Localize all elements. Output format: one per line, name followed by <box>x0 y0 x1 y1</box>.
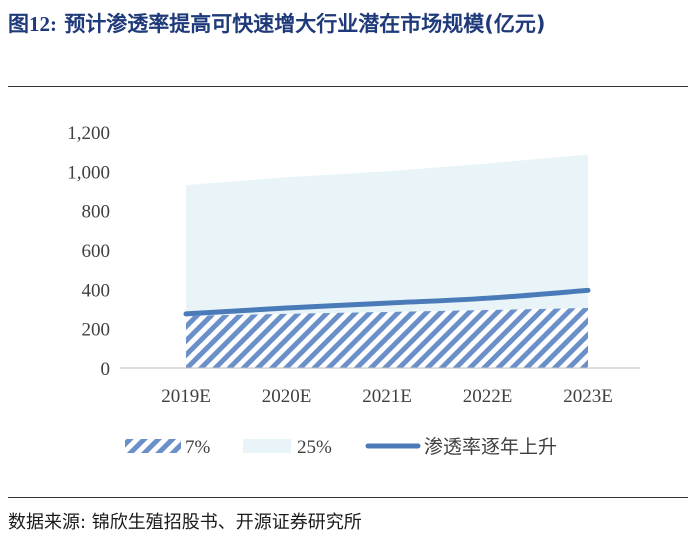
chart-title: 图12: 预计渗透率提高可快速增大行业潜在市场规模(亿元) <box>8 6 688 43</box>
legend-swatch-7 <box>125 439 181 453</box>
area-series-7 <box>186 308 588 368</box>
legend-label-25: 25% <box>297 437 332 458</box>
line-series-penetration <box>183 287 591 317</box>
legend-label-7: 7% <box>185 437 211 458</box>
x-tick-label: 2019E <box>161 386 211 407</box>
top-divider <box>8 86 688 87</box>
legend: 7% 25% 渗透率逐年上升 <box>125 436 557 458</box>
y-tick-label: 0 <box>101 359 111 380</box>
y-tick-label: 200 <box>82 320 111 341</box>
y-tick-label: 1,000 <box>67 162 110 183</box>
bottom-divider <box>8 497 688 498</box>
y-tick-label: 400 <box>82 280 111 301</box>
legend-swatch-25 <box>243 439 291 453</box>
x-tick-label: 2021E <box>362 386 412 407</box>
legend-label-line: 渗透率逐年上升 <box>424 436 557 458</box>
y-tick-label: 600 <box>82 241 111 262</box>
x-tick-label: 2020E <box>262 386 312 407</box>
x-tick-label: 2023E <box>563 386 613 407</box>
title-number: 12: <box>29 12 57 36</box>
plot-area <box>183 154 591 368</box>
source-note: 数据来源: 锦欣生殖招股书、开源证券研究所 <box>8 512 362 533</box>
y-tick-label: 1,200 <box>67 123 110 144</box>
title-text: 预计渗透率提高可快速增大行业潜在市场规模(亿元) <box>64 12 546 36</box>
y-tick-label: 800 <box>82 202 111 223</box>
title-prefix: 图 <box>8 12 29 36</box>
axes: 0 200 400 600 800 1,000 1,200 2019E 2020E 2021E 20… <box>67 123 640 407</box>
x-tick-label: 2022E <box>463 386 513 407</box>
